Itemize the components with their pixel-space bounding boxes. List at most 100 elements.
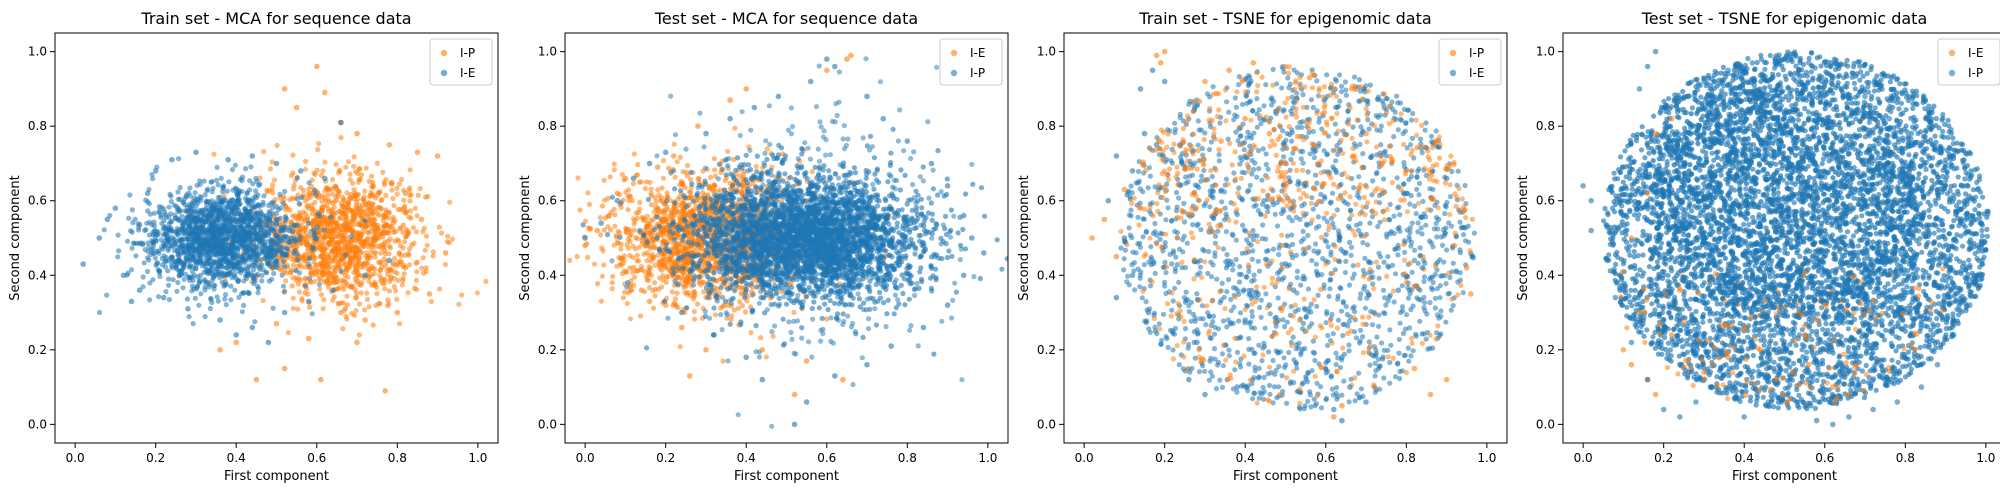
scatter-point (294, 196, 301, 202)
scatter-point (200, 244, 206, 250)
scatter-point (115, 232, 121, 238)
scatter-point (387, 266, 393, 272)
scatter-point (598, 298, 605, 304)
scatter-point (210, 185, 216, 191)
scatter-point (651, 209, 658, 215)
scatter-point (145, 199, 151, 205)
scatter-point (635, 161, 641, 168)
scatter-point (646, 285, 653, 291)
scatter-point (230, 197, 236, 203)
scatter-point (231, 263, 237, 269)
scatter-point (194, 261, 200, 267)
scatter-point (338, 135, 344, 141)
scatter-point (290, 295, 296, 301)
scatter-point (262, 233, 268, 239)
scatter-point (680, 169, 686, 175)
scatter-point (376, 212, 382, 219)
y-axis-label: Second component (8, 175, 23, 301)
x-tick-label: 0.0 (66, 451, 85, 465)
scatter-point (624, 269, 630, 275)
scatter-point (190, 229, 196, 235)
scatter-point (647, 221, 653, 228)
scatter-point (147, 219, 153, 225)
scatter-point (161, 209, 168, 215)
scatter-point (165, 268, 171, 274)
scatter-point (653, 199, 659, 205)
scatter-point (281, 200, 287, 207)
scatter-point (353, 308, 359, 314)
scatter-point (722, 177, 728, 184)
scatter-point (237, 201, 243, 207)
scatter-point (674, 159, 680, 165)
scatter-point (327, 241, 333, 247)
scatter-point (214, 294, 220, 300)
scatter-point (382, 286, 388, 292)
scatter-point (386, 223, 392, 229)
scatter-point (171, 236, 177, 242)
scatter-point (306, 261, 312, 267)
scatter-point (393, 288, 399, 294)
scatter-point (421, 225, 427, 231)
scatter-point (362, 218, 368, 224)
scatter-point (348, 242, 354, 249)
scatter-point (228, 283, 234, 289)
scatter-point-I-P (338, 309, 344, 316)
scatter-point (601, 227, 607, 233)
scatter-point (356, 165, 362, 172)
x-tick-label: 0.2 (146, 451, 165, 465)
scatter-point (618, 204, 624, 210)
scatter-point-I-E (104, 216, 111, 223)
scatter-point (405, 290, 411, 296)
scatter-point (265, 245, 271, 251)
scatter-point (255, 202, 261, 208)
scatter-point (684, 173, 691, 179)
scatter-point (445, 233, 451, 239)
scatter-point (232, 255, 238, 261)
scatter-point (322, 159, 328, 165)
scatter-point (307, 275, 313, 281)
scatter-point (684, 162, 691, 169)
scatter-point (620, 260, 627, 266)
scatter-point (212, 232, 218, 238)
scatter-point (145, 240, 151, 246)
scatter-point-I-P (386, 142, 393, 148)
scatter-point (115, 254, 121, 260)
scatter-point (366, 278, 372, 285)
scatter-point (413, 277, 419, 283)
scatter-point (207, 267, 213, 273)
scatter-point (223, 245, 229, 251)
scatter-point (710, 276, 717, 282)
scatter-point (159, 220, 165, 227)
scatter-point (444, 239, 450, 245)
scatter-point (149, 172, 155, 178)
scatter-point (306, 251, 312, 258)
scatter-point (395, 206, 401, 213)
scatter-point (223, 292, 229, 298)
scatter-point (735, 305, 742, 311)
scatter-point (353, 169, 359, 175)
x-axis-label: First component (224, 469, 329, 484)
scatter-point (349, 207, 355, 213)
scatter-point (413, 229, 419, 235)
scatter-point (303, 158, 309, 164)
scatter-point (378, 250, 384, 256)
scatter-point (344, 293, 350, 299)
scatter-point (174, 288, 180, 294)
scatter-point (625, 290, 632, 296)
scatter-point (705, 294, 711, 300)
scatter-point (273, 217, 279, 223)
scatter-point (309, 202, 315, 208)
scatter-point (344, 205, 350, 212)
scatter-point (240, 237, 246, 243)
scatter-point (644, 258, 650, 264)
scatter-point (577, 207, 583, 213)
scatter-point (636, 179, 642, 185)
scatter-point (232, 162, 238, 168)
scatter-point (312, 192, 319, 198)
scatter-point-I-P (253, 376, 260, 383)
scatter-point (295, 306, 301, 312)
scatter-point (219, 251, 225, 257)
scatter-point (374, 160, 380, 166)
scatter-point (319, 264, 325, 270)
scatter-point (387, 236, 393, 242)
